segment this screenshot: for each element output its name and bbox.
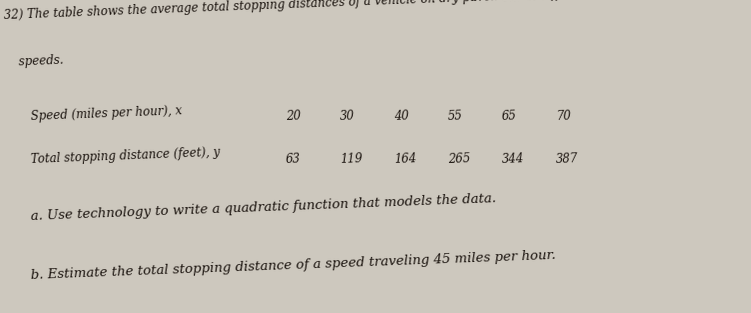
- Text: Total stopping distance (feet), y: Total stopping distance (feet), y: [30, 146, 220, 167]
- Text: 20: 20: [285, 109, 301, 123]
- Text: 344: 344: [502, 152, 525, 167]
- Text: 119: 119: [339, 152, 363, 167]
- Text: speeds.: speeds.: [4, 54, 64, 69]
- Text: b. Estimate the total stopping distance of a speed traveling 45 miles per hour.: b. Estimate the total stopping distance …: [30, 249, 556, 282]
- Text: Speed (miles per hour), x: Speed (miles per hour), x: [30, 104, 182, 123]
- Text: a. Use technology to write a quadratic function that models the data.: a. Use technology to write a quadratic f…: [30, 192, 496, 223]
- Text: 32) The table shows the average total stopping distances of a vehicle on dry pav: 32) The table shows the average total st…: [4, 0, 593, 23]
- Text: 55: 55: [448, 109, 463, 123]
- Text: 30: 30: [339, 109, 355, 123]
- Text: 65: 65: [502, 109, 517, 123]
- Text: 40: 40: [394, 109, 409, 123]
- Text: 265: 265: [448, 152, 471, 167]
- Text: 164: 164: [394, 152, 417, 167]
- Text: 63: 63: [285, 153, 301, 167]
- Text: 70: 70: [556, 109, 572, 123]
- Text: 387: 387: [556, 152, 579, 167]
